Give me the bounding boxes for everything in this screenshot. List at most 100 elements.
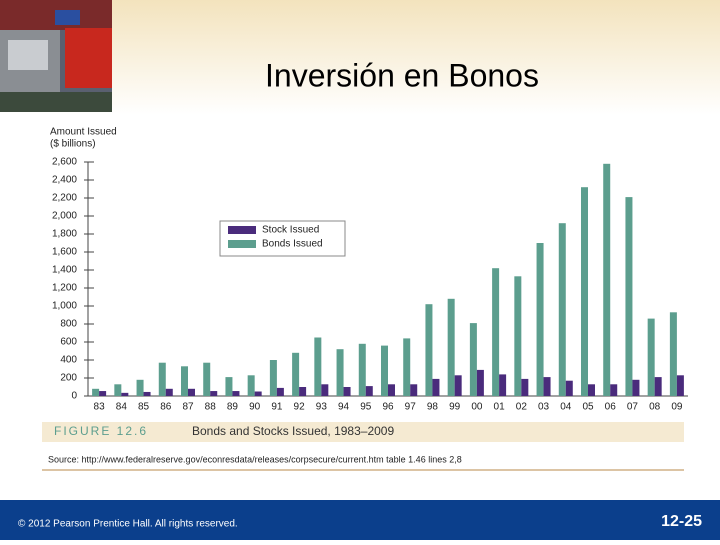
bar [388,384,395,396]
bar [343,387,351,396]
bar [603,163,611,396]
source-note: Source: http://www.federalreserve.gov/ec… [48,454,462,464]
bar [114,384,122,396]
bar [492,268,500,396]
legend-label: Bonds Issued [262,239,323,250]
bar [365,386,373,396]
x-tick-label: 06 [605,402,617,413]
y-tick-label: 2,600 [52,157,77,168]
header-band [0,0,720,115]
bar [476,369,484,396]
legend-swatch [228,226,256,234]
bar [358,343,366,396]
x-tick-label: 95 [360,402,372,413]
bar [203,362,211,396]
bar [247,375,255,396]
bar [225,377,233,396]
x-tick-label: 00 [471,402,483,413]
bar [514,276,522,396]
x-tick-label: 91 [271,402,283,413]
x-tick-label: 92 [294,402,306,413]
x-tick-label: 94 [338,402,350,413]
x-tick-label: 03 [538,402,550,413]
page-number: 12-25 [661,513,702,530]
footer-bar [0,500,720,540]
chart: Amount Issued($ billions)02004006008001,… [50,127,688,413]
bar [121,392,129,396]
legend-swatch [228,240,256,248]
bar [588,384,595,396]
bar [269,360,277,396]
bar [403,338,411,396]
y-tick-label: 1,200 [52,283,77,294]
x-tick-label: 88 [205,402,217,413]
bar [447,298,455,396]
x-tick-label: 86 [160,402,172,413]
x-tick-label: 04 [560,402,572,413]
x-tick-label: 09 [671,402,683,413]
x-tick-label: 07 [627,402,639,413]
x-tick-label: 83 [94,402,106,413]
bar [410,384,418,396]
bar [581,187,588,396]
copyright: © 2012 Pearson Prentice Hall. All rights… [18,519,238,530]
x-tick-label: 98 [427,402,439,413]
x-tick-label: 84 [116,402,128,413]
bar [610,384,618,396]
bar [165,388,173,396]
figure-caption: Bonds and Stocks Issued, 1983–2009 [192,424,394,438]
x-tick-label: 01 [494,402,506,413]
bar [158,362,166,396]
bar [321,384,329,396]
bar [181,366,188,396]
y-tick-label: 2,400 [52,175,77,186]
bar [469,323,477,396]
bar [336,349,344,396]
bar [454,375,462,396]
bar [232,391,240,396]
bar [669,312,677,396]
x-tick-label: 96 [382,402,394,413]
y-tick-label: 1,000 [52,301,77,312]
x-tick-label: 87 [182,402,194,413]
y-tick-label: 200 [60,373,77,384]
legend-label: Stock Issued [262,225,319,236]
bar [425,304,433,396]
caption-band [42,422,684,442]
y-tick-label: 600 [60,337,77,348]
x-tick-label: 89 [227,402,239,413]
x-tick-label: 97 [405,402,417,413]
bar [543,377,551,396]
y-tick-label: 1,800 [52,229,77,240]
y-tick-label: 800 [60,319,77,330]
bar [647,318,655,396]
y-axis-label: ($ billions) [50,139,96,150]
bar [654,377,662,396]
bar [432,378,440,396]
x-tick-label: 05 [582,402,594,413]
y-tick-label: 1,600 [52,247,77,258]
bar [499,374,507,396]
y-tick-label: 2,200 [52,193,77,204]
figure-label: FIGURE 12.6 [54,424,148,438]
y-tick-label: 0 [71,391,77,402]
x-tick-label: 93 [316,402,328,413]
bar [676,375,684,396]
x-tick-label: 85 [138,402,150,413]
bar [99,391,107,396]
bar [299,387,307,396]
bar [276,387,284,396]
bar [536,243,544,396]
bar [632,379,640,396]
x-tick-label: 08 [649,402,661,413]
x-tick-label: 90 [249,402,261,413]
bar [314,337,322,396]
bar [625,197,633,396]
x-tick-label: 02 [516,402,528,413]
bar [292,352,300,396]
bar [254,391,262,396]
bar [558,223,566,396]
bar [381,345,388,396]
